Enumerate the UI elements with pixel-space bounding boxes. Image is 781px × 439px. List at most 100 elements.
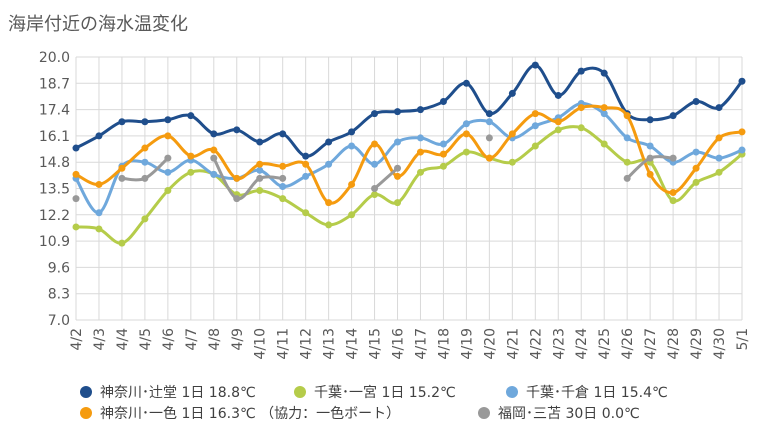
data-point	[394, 199, 402, 207]
data-point	[554, 91, 562, 99]
data-point	[715, 154, 723, 162]
x-tick-label: 4/23	[551, 328, 567, 359]
data-point	[623, 134, 631, 142]
data-point	[646, 116, 654, 124]
y-axis-ticks: 7.0 8.3 9.6 10.9 12.2 13.5 14.8 16.1 17.4 18.7 20.…	[39, 50, 70, 329]
data-point	[141, 144, 149, 152]
x-tick-label: 4/11	[276, 328, 292, 359]
series-4	[72, 134, 677, 203]
data-point	[577, 67, 585, 75]
data-point	[302, 172, 310, 180]
data-point	[95, 180, 103, 188]
legend-label: 神奈川･一色 1日 16.3℃ （協力：一色ボート）	[100, 405, 400, 422]
data-point	[141, 215, 149, 223]
data-point	[669, 189, 677, 197]
x-tick-label: 4/25	[597, 328, 613, 359]
x-tick-label: 4/8	[207, 328, 223, 351]
x-tick-label: 4/16	[391, 328, 407, 360]
y-tick-label: 17.4	[39, 103, 70, 119]
x-tick-label: 4/30	[712, 328, 728, 359]
data-point	[669, 112, 677, 120]
data-point	[279, 130, 287, 138]
data-point	[72, 223, 80, 231]
data-point	[95, 209, 103, 217]
data-point	[164, 168, 172, 176]
x-axis-ticks: 4/2 4/3 4/4 4/5 4/6 4/7 4/8 4/9 4/10 4/11 4/12 4/13…	[69, 328, 751, 360]
data-point	[187, 168, 195, 176]
data-point	[485, 154, 493, 162]
data-point	[715, 168, 723, 176]
legend-label: 神奈川･辻堂 1日 18.8℃	[100, 385, 256, 401]
x-tick-label: 4/19	[459, 328, 475, 359]
data-point	[715, 104, 723, 112]
legend-label: 福岡･三苫 30日 0.0℃	[498, 405, 640, 422]
series-line	[212, 156, 285, 201]
y-tick-label: 9.6	[48, 260, 70, 276]
x-tick-label: 4/28	[666, 328, 682, 359]
data-point	[348, 180, 356, 188]
y-tick-label: 7.0	[48, 313, 70, 329]
legend-label: 千葉･千倉 1日 15.4℃	[526, 385, 668, 401]
data-point	[669, 197, 677, 205]
data-point	[394, 164, 402, 172]
data-point	[394, 108, 402, 116]
data-point	[439, 150, 447, 158]
data-point	[348, 211, 356, 219]
data-point	[371, 185, 379, 192]
data-point	[462, 148, 470, 156]
data-point	[210, 130, 218, 138]
data-point	[348, 128, 356, 136]
x-tick-label: 4/24	[574, 328, 590, 360]
x-tick-label: 4/26	[620, 328, 636, 360]
chart-title: 海岸付近の海水温変化	[8, 14, 188, 35]
data-point	[233, 174, 241, 182]
legend-marker	[506, 386, 518, 398]
data-point	[416, 134, 424, 142]
data-point	[416, 148, 424, 156]
x-tick-label: 4/18	[436, 328, 452, 359]
data-point	[233, 195, 241, 203]
data-point	[187, 112, 195, 120]
y-tick-label: 14.8	[39, 155, 70, 171]
data-point	[692, 178, 700, 186]
data-point	[141, 118, 149, 126]
data-point	[508, 158, 516, 166]
data-point	[554, 126, 562, 134]
data-point	[600, 140, 608, 148]
x-tick-label: 4/17	[413, 328, 429, 359]
x-tick-label: 4/22	[528, 328, 544, 359]
data-point	[141, 174, 149, 182]
data-point	[256, 166, 264, 174]
y-tick-label: 20.0	[39, 50, 70, 66]
x-tick-label: 4/20	[482, 328, 498, 359]
data-point	[738, 146, 746, 154]
x-tick-label: 4/13	[322, 328, 338, 359]
data-point	[256, 138, 264, 146]
data-point	[600, 69, 608, 77]
data-point	[371, 160, 379, 168]
data-point	[577, 124, 585, 132]
legend-marker	[80, 386, 92, 398]
data-point	[325, 160, 333, 168]
data-point	[325, 221, 333, 229]
data-point	[187, 152, 195, 160]
data-point	[371, 191, 379, 199]
data-point	[302, 160, 310, 168]
x-tick-label: 4/6	[161, 328, 177, 351]
data-point	[531, 61, 539, 69]
data-point	[485, 110, 493, 118]
legend-label: 千葉･一宮 1日 15.2℃	[314, 385, 456, 401]
data-point	[325, 199, 333, 207]
data-point	[531, 142, 539, 150]
data-point	[72, 170, 80, 178]
data-point	[210, 154, 218, 162]
x-tick-label: 4/3	[92, 328, 108, 351]
data-point	[95, 225, 103, 233]
data-point	[371, 140, 379, 148]
data-point	[164, 132, 172, 140]
data-point	[279, 182, 287, 190]
x-tick-label: 4/15	[368, 328, 384, 359]
data-point	[210, 146, 218, 154]
data-point	[325, 138, 333, 146]
